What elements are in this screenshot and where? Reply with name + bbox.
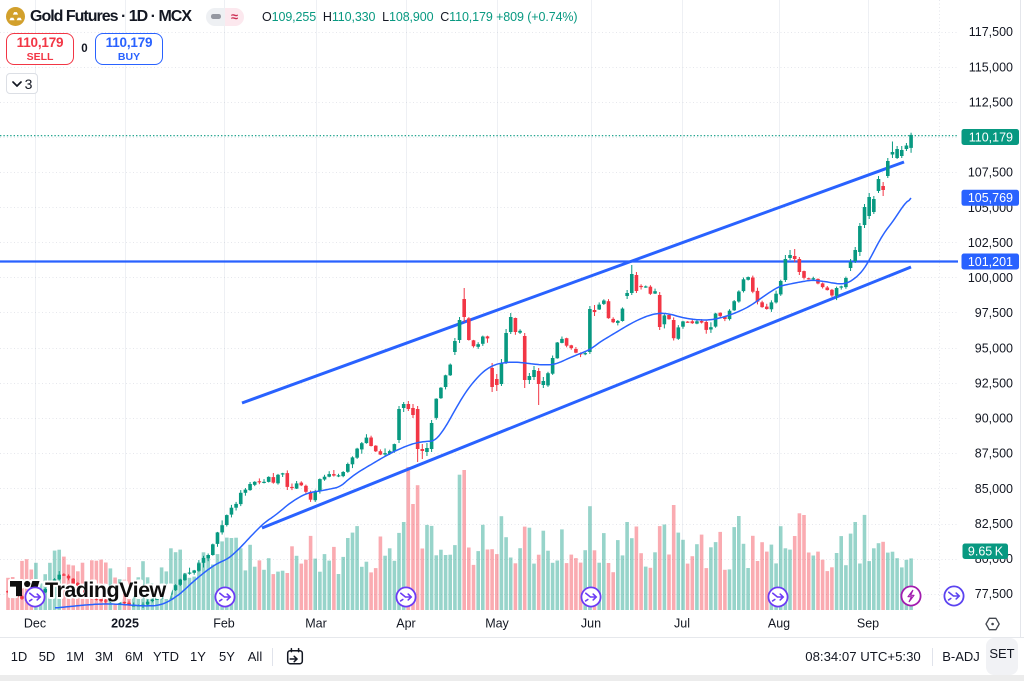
svg-text:Aug: Aug — [768, 617, 790, 631]
svg-text:Jul: Jul — [674, 617, 690, 631]
svg-text:90,000: 90,000 — [975, 412, 1013, 426]
svg-text:87,500: 87,500 — [975, 447, 1013, 461]
svg-text:97,500: 97,500 — [975, 306, 1013, 320]
svg-text:85,000: 85,000 — [975, 482, 1013, 496]
svg-text:95,000: 95,000 — [975, 341, 1013, 355]
svg-text:Dec: Dec — [24, 617, 46, 631]
svg-text:92,500: 92,500 — [975, 376, 1013, 390]
svg-text:Sep: Sep — [857, 617, 879, 631]
svg-text:May: May — [485, 617, 509, 631]
svg-text:100,000: 100,000 — [968, 271, 1013, 285]
svg-text:Mar: Mar — [305, 617, 327, 631]
svg-text:101,201: 101,201 — [968, 255, 1013, 269]
svg-text:107,500: 107,500 — [968, 166, 1013, 180]
svg-text:82,500: 82,500 — [975, 517, 1013, 531]
svg-text:2025: 2025 — [111, 617, 139, 631]
svg-text:77,500: 77,500 — [975, 587, 1013, 601]
svg-text:Apr: Apr — [396, 617, 415, 631]
svg-text:105,769: 105,769 — [968, 191, 1013, 205]
svg-text:112,500: 112,500 — [969, 96, 1013, 110]
svg-text:9.65 K: 9.65 K — [968, 545, 1004, 559]
svg-text:115,000: 115,000 — [969, 60, 1013, 74]
svg-text:TradingView: TradingView — [45, 578, 167, 602]
svg-text:Jun: Jun — [581, 617, 601, 631]
svg-text:117,500: 117,500 — [969, 25, 1013, 39]
svg-text:Feb: Feb — [213, 617, 235, 631]
svg-text:110,179: 110,179 — [969, 130, 1013, 144]
svg-text:102,500: 102,500 — [968, 236, 1013, 250]
